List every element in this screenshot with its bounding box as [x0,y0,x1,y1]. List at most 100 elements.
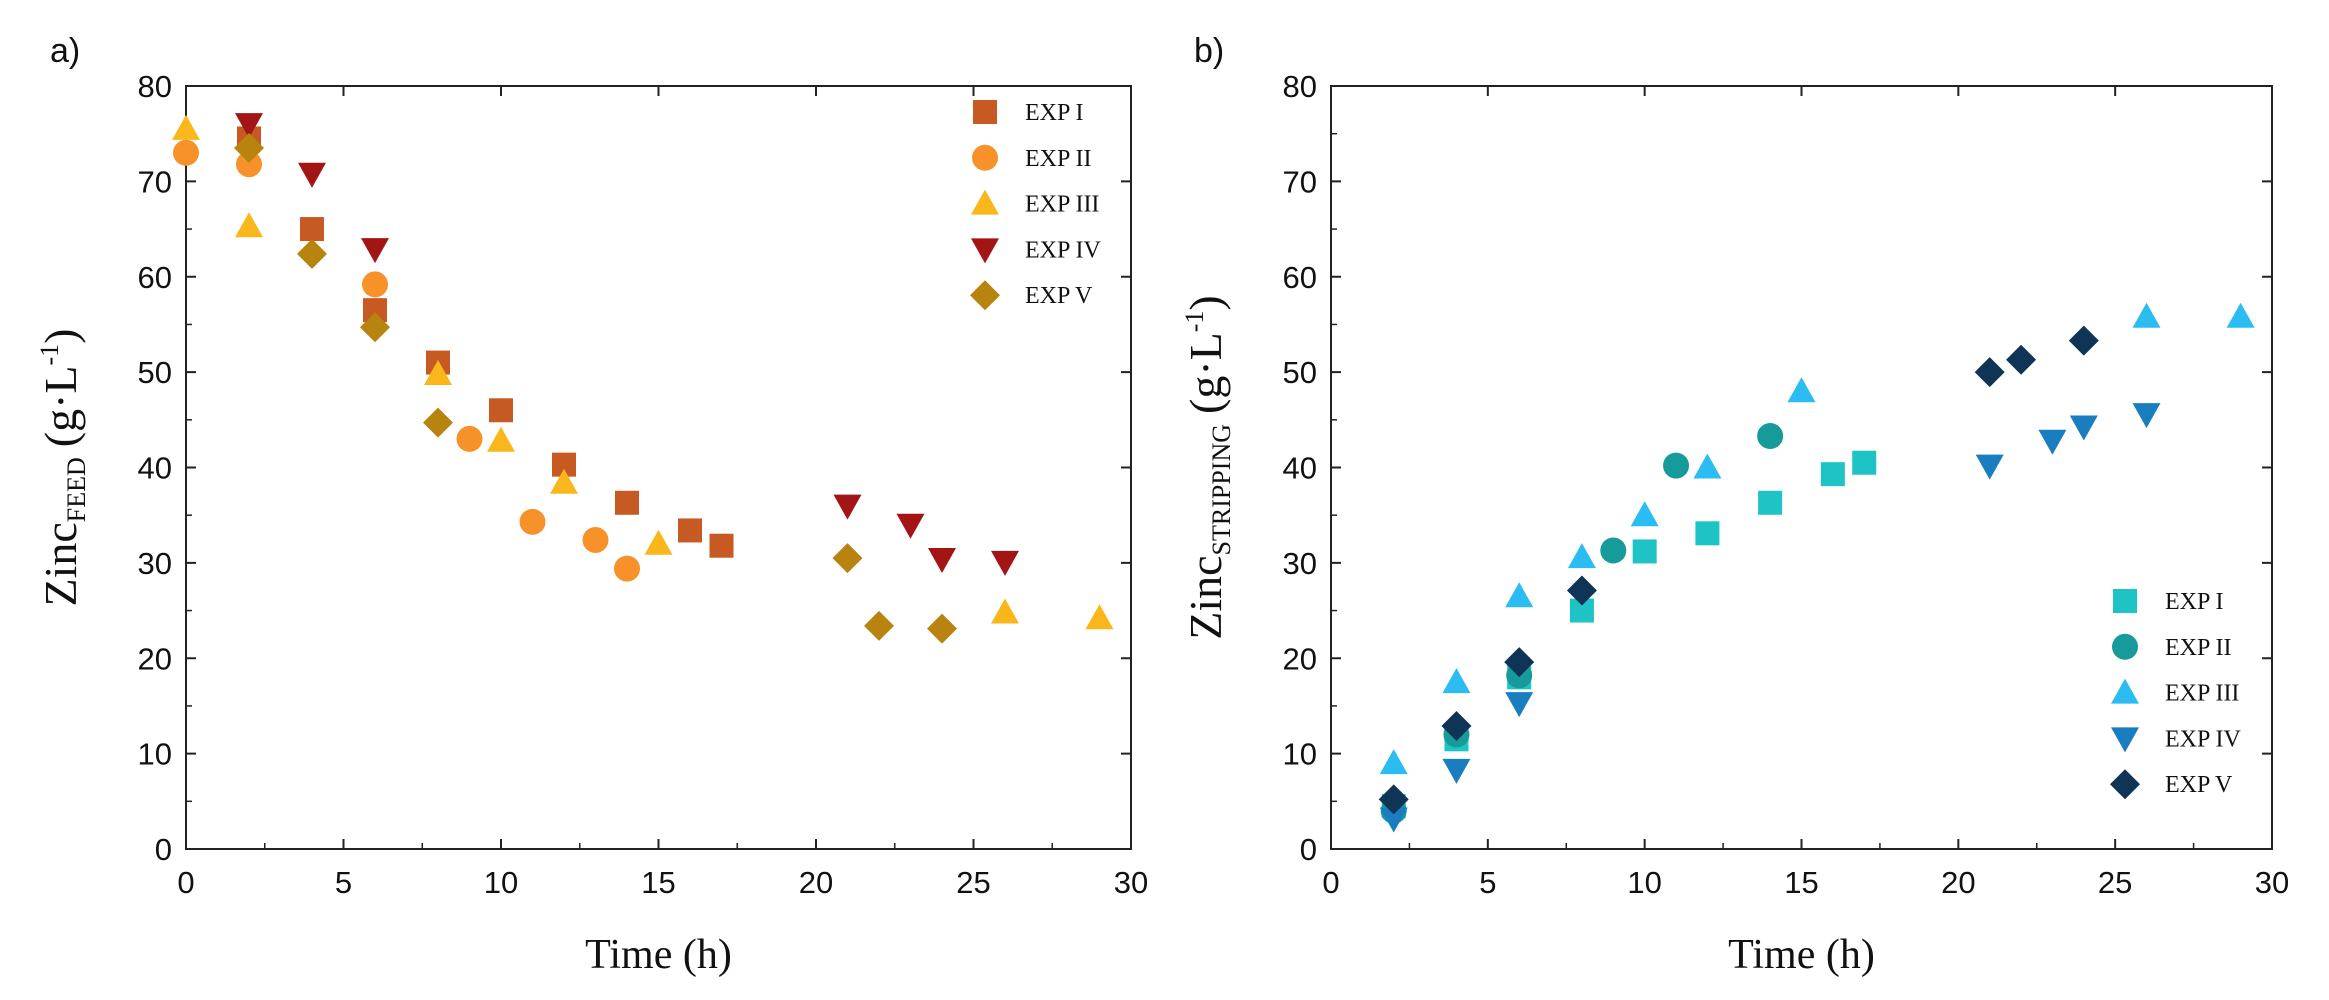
y-tick-label: 10 [1283,737,1317,772]
legend-marker [2111,678,2139,704]
data-point [297,238,327,269]
data-point [361,238,389,264]
y-axis-title-unit: (g·L [35,365,86,447]
data-point [234,132,264,163]
y-tick-label: 50 [1283,355,1317,390]
data-point [489,398,513,423]
y-axis-title-main: Zinc [35,522,86,606]
data-point [235,212,263,238]
x-tick-label: 15 [1784,865,1818,900]
legend-label: EXP IV [1025,237,1101,263]
data-point [1975,454,2004,480]
y-tick-label: 0 [1300,832,1317,867]
series-exp-i [237,126,734,558]
legend-label: EXP III [2165,681,2239,707]
data-point [644,529,673,555]
legend-label: EXP IV [2165,726,2241,752]
data-point [1630,501,1659,527]
legend-marker [973,100,997,124]
x-tick-label: 30 [2255,865,2289,900]
data-point [928,548,956,574]
y-tick-label: 70 [138,164,172,199]
x-tick-label: 0 [1322,865,1339,900]
data-point [172,114,200,140]
data-point [550,468,578,494]
data-point [2068,325,2099,356]
legend: EXP I EXP II EXP III EXP IV EXP V [970,100,1101,311]
x-tick-label: 5 [1479,865,1496,900]
data-point [1378,784,1409,815]
series-exp-v [234,132,957,644]
data-point [1085,604,1114,630]
x-tick-label: 20 [799,865,833,900]
data-point [927,613,957,644]
x-tick-label: 25 [956,865,990,900]
x-axis-title: Time (h) [585,932,732,978]
data-point [1379,807,1408,833]
data-point [1441,710,1472,741]
legend-marker [2113,589,2137,613]
data-point [360,312,390,343]
data-point [991,550,1019,576]
legend-marker [971,189,999,215]
x-tick-label: 20 [1941,865,1975,900]
data-point [896,513,925,539]
data-point [235,113,263,139]
data-point [1757,423,1784,450]
y-tick-label: 60 [1283,260,1317,295]
y-tick-label: 10 [138,737,172,772]
data-point [1505,692,1534,718]
x-tick-label: 5 [335,865,352,900]
y-tick-label: 70 [1283,164,1317,199]
data-point [2132,302,2161,328]
y-axis-title: ZincFEED (g·L-1) [35,328,91,606]
y-tick-label: 80 [1283,69,1317,104]
data-point [487,426,515,452]
y-tick-label: 30 [138,546,172,581]
legend-marker [2110,769,2140,800]
legend-marker [971,238,999,264]
y-axis-title-sub: STRIPPING [1207,424,1236,555]
data-point [2226,302,2255,328]
series-exp-ii [173,139,640,582]
data-point [2132,403,2161,429]
legend-label: EXP V [2165,772,2233,798]
legend-marker [2111,727,2139,753]
series-exp-iv [1379,403,2161,833]
x-tick-label: 10 [484,865,518,900]
legend: EXP I EXP II EXP III EXP IV EXP V [2110,589,2241,800]
data-point [362,271,388,298]
data-point [991,598,1019,624]
y-tick-label: 0 [155,832,172,867]
y-axis-title-unit: (g·L [1180,332,1231,414]
data-point [1505,582,1534,608]
data-point [1632,539,1657,564]
x-tick-label: 25 [2098,865,2132,900]
data-point [424,360,452,386]
data-point [1695,521,1720,546]
data-point [1379,749,1408,775]
panel-label: a) [50,32,80,70]
panel-label: b) [1194,32,1224,70]
data-point [1693,453,1722,479]
data-point [832,543,863,574]
data-point [1663,452,1690,479]
legend-label: EXP II [1025,146,1091,172]
data-point [833,494,862,520]
legend-label: EXP I [2165,589,2223,615]
x-tick-label: 0 [177,865,194,900]
data-point [1852,450,1877,475]
data-point [678,518,702,543]
data-point [1820,462,1845,487]
data-point [1787,377,1816,403]
data-point [1974,357,2005,388]
series-exp-iv [235,113,1019,576]
x-tick-label: 30 [1114,865,1148,900]
y-axis-title-sup: -1 [35,344,64,366]
y-tick-label: 20 [1283,641,1317,676]
data-point [1504,647,1535,678]
data-point [423,407,453,438]
y-tick-label: 60 [138,260,172,295]
x-tick-label: 15 [641,865,675,900]
legend-label: EXP III [1025,192,1099,218]
